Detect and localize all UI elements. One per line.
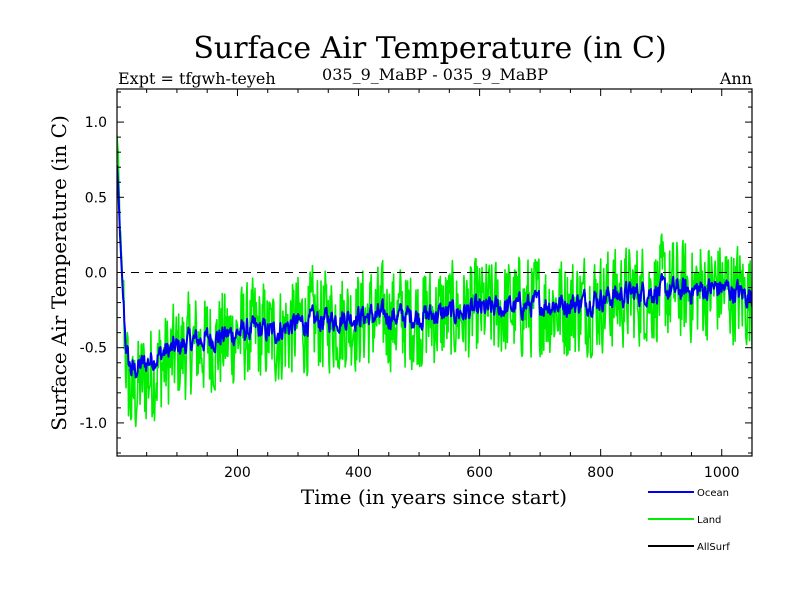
subtitle-right: Ann: [719, 69, 752, 88]
series-line-ocean: [117, 165, 752, 379]
subtitle-center: 035_9_MaBP - 035_9_MaBP: [322, 65, 548, 84]
x-tick-label: 200: [224, 465, 251, 481]
subtitle-left: Expt = tfgwh-teyeh: [118, 69, 276, 88]
x-tick-label: 600: [466, 465, 493, 481]
x-axis-label: Time (in years since start): [301, 485, 567, 509]
y-tick-label: -1.0: [80, 416, 107, 432]
chart-title: Surface Air Temperature (in C): [193, 31, 666, 66]
ticks-layer: 200 400 600 800 1000 1.0 0.5 0.0 -0.5 -1.0: [80, 89, 753, 481]
legend: Ocean Land AllSurf: [648, 488, 730, 553]
legend-label-land: Land: [697, 515, 721, 526]
legend-label-ocean: Ocean: [697, 488, 729, 499]
legend-label-allsurf: AllSurf: [697, 542, 730, 553]
x-tick-label: 400: [345, 465, 372, 481]
x-tick-label: 1000: [704, 465, 740, 481]
y-tick-label: -0.5: [80, 341, 107, 357]
series-line-land: [117, 135, 752, 428]
y-tick-label: 0.0: [85, 266, 107, 282]
x-tick-label: 800: [587, 465, 614, 481]
series-layer: [117, 135, 752, 428]
y-axis-label: Surface Air Temperature (in C): [47, 115, 71, 431]
y-tick-label: 0.5: [85, 190, 107, 206]
y-tick-label: 1.0: [85, 115, 107, 131]
